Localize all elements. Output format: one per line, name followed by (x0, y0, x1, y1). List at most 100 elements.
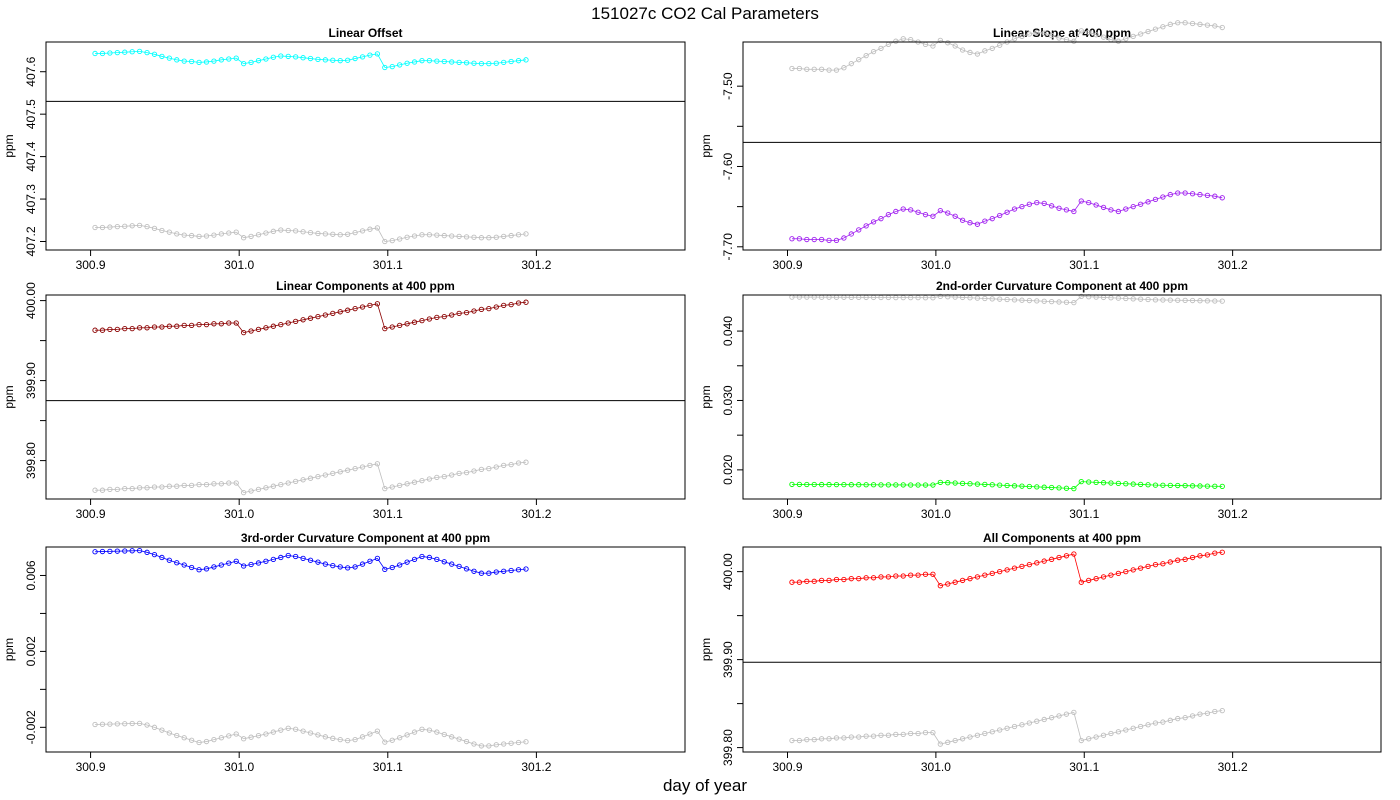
data-point (1152, 482, 1159, 488)
data-point (1078, 579, 1084, 585)
data-point (240, 489, 247, 496)
data-point (1160, 719, 1166, 725)
series-segment (169, 231, 177, 235)
series-segment (384, 739, 393, 743)
data-point (1041, 558, 1047, 564)
series-segment (1170, 22, 1178, 25)
y-tick-label: 400.00 (721, 553, 735, 590)
series-segment (1044, 32, 1052, 36)
data-point (922, 212, 929, 218)
series-segment (880, 214, 889, 220)
data-point (893, 482, 899, 488)
series-segment (1133, 726, 1141, 729)
data-point (501, 302, 507, 309)
series-segment (407, 235, 415, 238)
data-point (359, 734, 366, 740)
data-point (129, 485, 135, 492)
data-point (1011, 36, 1018, 42)
data-point (181, 482, 187, 489)
series-segment (206, 739, 215, 742)
data-point (166, 55, 172, 61)
series-segment (814, 738, 822, 741)
y-axis-label: ppm (2, 638, 16, 661)
series-segment (466, 741, 475, 745)
series-segment (250, 60, 259, 63)
data-point (900, 206, 906, 212)
series-segment (799, 68, 807, 70)
series-segment (836, 237, 845, 241)
data-point (1219, 707, 1225, 714)
data-point (1048, 203, 1055, 209)
series-segment (962, 736, 971, 740)
y-tick-label: 0.002 (24, 636, 38, 666)
data-point (523, 566, 529, 572)
data-point (359, 464, 366, 470)
data-point (841, 65, 847, 71)
data-point (945, 739, 951, 745)
data-point (374, 728, 381, 734)
series-segment (414, 556, 423, 560)
series-segment (1007, 567, 1015, 571)
series-segment (1199, 194, 1208, 196)
series-segment (962, 219, 971, 224)
series-segment (206, 483, 214, 485)
data-point (967, 49, 973, 56)
data-point (997, 568, 1003, 575)
data-point (908, 572, 914, 578)
data-point (937, 37, 943, 44)
data-point (330, 57, 336, 63)
data-point (144, 224, 150, 230)
data-point (818, 736, 825, 742)
data-point (322, 231, 329, 237)
data-point (1086, 479, 1092, 485)
data-point (1130, 296, 1136, 302)
data-point (493, 304, 499, 310)
data-point (1189, 713, 1196, 719)
x-tick-label: 301.1 (373, 507, 403, 521)
data-point (144, 49, 150, 56)
data-point (1041, 716, 1047, 723)
data-point (1011, 297, 1018, 303)
data-point (1152, 26, 1159, 32)
y-tick-label: 0.040 (721, 316, 735, 346)
series-segment (518, 568, 527, 571)
series-segment (955, 738, 963, 741)
data-point (796, 481, 803, 488)
data-point (322, 472, 329, 478)
data-point (337, 737, 343, 743)
series-segment (466, 310, 475, 313)
data-point (885, 482, 892, 488)
series-segment (1177, 717, 1186, 719)
data-point (1071, 208, 1077, 215)
data-point (1182, 297, 1188, 304)
data-point (848, 734, 854, 740)
data-point (426, 554, 433, 561)
figure-x-axis-label: day of year (663, 776, 747, 795)
series-segment (139, 50, 148, 54)
data-point (789, 737, 795, 744)
data-point (1123, 206, 1129, 212)
series-segment (429, 557, 437, 560)
series-segment (213, 564, 222, 568)
data-point (1160, 561, 1166, 567)
data-point (1004, 725, 1010, 731)
series-segment (288, 481, 296, 484)
data-point (841, 235, 847, 241)
series-segment (235, 57, 244, 64)
data-point (486, 235, 492, 241)
data-point (1011, 723, 1018, 730)
series-segment (903, 208, 911, 211)
series-segment (243, 564, 252, 567)
data-point (870, 733, 877, 739)
data-point (248, 233, 254, 240)
series-segment (1192, 193, 1201, 195)
data-point (1071, 38, 1077, 44)
series-segment (940, 741, 948, 745)
series-segment (1140, 201, 1149, 205)
data-point (1026, 720, 1033, 726)
series-segment (473, 570, 482, 574)
data-point (151, 551, 158, 558)
series-segment (302, 558, 311, 561)
data-point (1108, 207, 1114, 213)
series-segment (1118, 729, 1126, 733)
